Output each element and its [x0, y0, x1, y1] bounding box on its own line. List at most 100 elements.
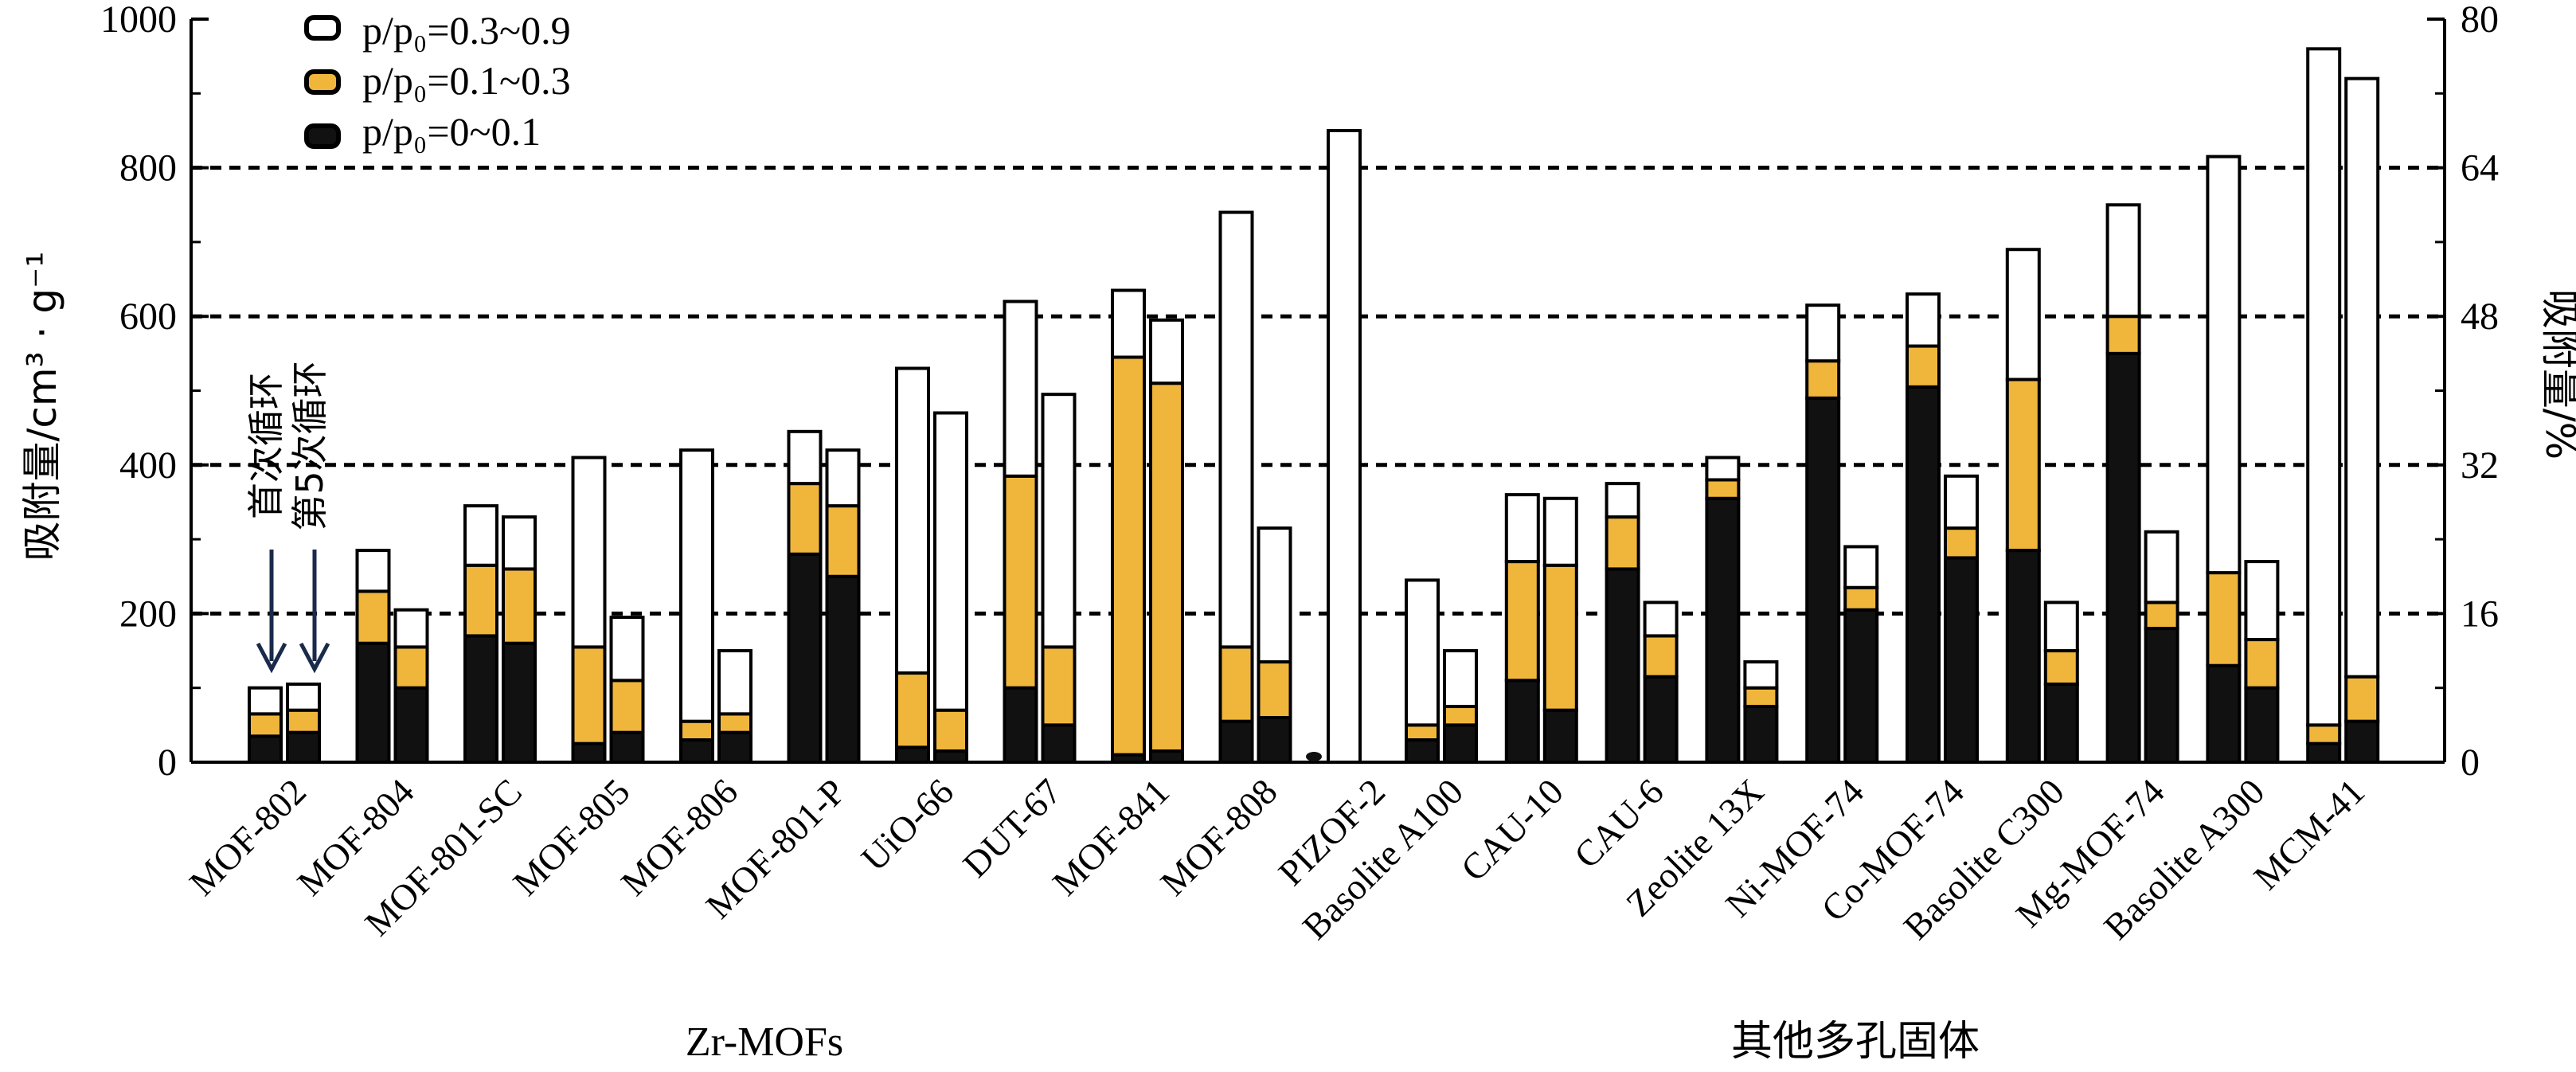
bar-mof-804-first-mid — [355, 589, 391, 645]
bar-mof-802-fifth-high — [286, 683, 321, 712]
bar-stack-mof-806-fifth — [717, 649, 752, 764]
bar-cau-6-first-mid — [1605, 515, 1640, 571]
legend-swatch-high — [304, 15, 341, 41]
bar-mof-808-first-mid — [1218, 645, 1254, 723]
bar-mcm-41-first-low — [2306, 741, 2342, 764]
bar-mof-808-first-low — [1218, 719, 1254, 764]
bar-stack-cau-10-fifth — [1542, 496, 1578, 764]
bar-mof-802-first-low — [248, 734, 283, 764]
bar-uio-66-fifth-mid — [933, 708, 968, 753]
bar-stack-pizof-2-first — [1327, 128, 1362, 764]
bar-mof-802-fifth-low — [286, 730, 321, 764]
bar-stack-mcm-41-fifth — [2344, 76, 2380, 764]
bar-mof-804-first-high — [355, 549, 391, 593]
group-label-zr-mofs: Zr-MOFs — [686, 1019, 843, 1065]
bar-mof-801-sc-fifth-low — [502, 641, 537, 764]
bar-mof-801-sc-first-low — [463, 634, 498, 765]
bar-stack-basolite-a300-fifth — [2244, 560, 2280, 765]
y-tick-label-right-64: 64 — [2461, 147, 2499, 190]
bar-zeolite-13x-fifth-mid — [1743, 686, 1779, 709]
bar-mof-805-first-low — [571, 741, 607, 764]
bar-stack-uio-66-first — [895, 366, 930, 765]
bar-uio-66-first-mid — [895, 671, 930, 749]
bar-cau-10-fifth-high — [1542, 496, 1578, 567]
bar-mof-804-fifth-high — [393, 608, 429, 649]
bar-uio-66-first-low — [895, 745, 930, 765]
bar-mof-801-p-fifth-high — [825, 448, 861, 508]
bar-mof-808-fifth-mid — [1257, 660, 1292, 720]
bar-mof-801-sc-first-high — [463, 504, 498, 567]
bar-basolite-a100-first-low — [1405, 738, 1440, 765]
bar-stack-mof-802-fifth — [286, 683, 321, 764]
bar-mof-802-fifth-mid — [286, 708, 321, 734]
bar-mof-804-fifth-low — [393, 686, 429, 765]
bar-stack-mg-mof-74-fifth — [2144, 530, 2179, 764]
bar-basolite-a300-fifth-low — [2244, 686, 2280, 765]
bar-stack-mof-808-first — [1218, 210, 1254, 764]
bar-dut-67-first-high — [1003, 299, 1038, 478]
bar-basolite-a100-fifth-mid — [1443, 705, 1478, 727]
bar-mg-mof-74-fifth-low — [2144, 627, 2179, 764]
legend-swatch-mid — [304, 69, 341, 95]
bar-mof-804-fifth-mid — [393, 645, 429, 690]
category-label-mof-802: MOF-802 — [182, 771, 314, 903]
bar-stack-mof-802-first — [248, 686, 283, 764]
bar-mof-841-first-mid — [1111, 355, 1146, 757]
bar-stack-ni-mof-74-first — [1805, 303, 1841, 764]
bar-mof-801-sc-fifth-mid — [502, 567, 537, 645]
bar-stack-dut-67-first — [1003, 299, 1038, 765]
y-tick-label-left-0: 0 — [158, 741, 177, 784]
bar-ni-mof-74-first-high — [1805, 303, 1841, 363]
bar-uio-66-fifth-low — [933, 749, 968, 765]
bar-stack-basolite-c300-fifth — [2043, 601, 2079, 764]
bar-stack-cau-10-first — [1504, 493, 1540, 764]
bar-zeolite-13x-fifth-high — [1743, 660, 1779, 690]
bar-stack-mcm-41-first — [2306, 47, 2342, 764]
bar-cau-10-fifth-low — [1542, 708, 1578, 764]
bar-mof-841-first-high — [1111, 288, 1146, 359]
bar-stack-co-mof-74-first — [1906, 292, 1941, 764]
bar-co-mof-74-first-low — [1906, 385, 1941, 764]
bar-mof-801-p-first-high — [787, 429, 823, 486]
bar-mof-806-fifth-low — [717, 730, 752, 764]
bar-stack-basolite-a100-first — [1405, 578, 1440, 765]
bar-dut-67-fifth-high — [1041, 393, 1077, 649]
bar-mof-841-fifth-high — [1149, 318, 1184, 385]
bar-mof-841-fifth-low — [1149, 749, 1184, 765]
bar-basolite-a100-first-high — [1405, 578, 1440, 727]
bar-stack-cau-6-first — [1605, 482, 1640, 764]
bar-cau-6-first-high — [1605, 482, 1640, 519]
legend-label-mid: p/p₀=0.1~0.3 — [362, 58, 571, 103]
bar-mof-808-fifth-low — [1257, 716, 1292, 765]
bar-co-mof-74-first-high — [1906, 292, 1941, 348]
bar-stack-mg-mof-74-first — [2105, 203, 2141, 765]
bar-basolite-c300-first-mid — [2005, 378, 2041, 553]
bar-mg-mof-74-fifth-high — [2144, 530, 2179, 604]
y-tick-label-left-1000: 1000 — [100, 0, 177, 41]
bar-mof-801-p-fifth-low — [825, 574, 861, 764]
bar-stack-basolite-a300-first — [2206, 155, 2242, 765]
bar-stack-cau-6-fifth — [1643, 601, 1679, 765]
bar-zeolite-13x-first-mid — [1705, 478, 1741, 500]
bar-basolite-a300-first-low — [2206, 663, 2242, 765]
bar-mcm-41-first-high — [2306, 47, 2342, 727]
bar-ni-mof-74-fifth-high — [1843, 545, 1879, 589]
y-tick-label-right-48: 48 — [2461, 295, 2499, 338]
bar-co-mof-74-fifth-mid — [1944, 526, 1979, 560]
bar-mof-801-p-first-low — [787, 552, 823, 764]
bar-dut-67-fifth-mid — [1041, 645, 1077, 727]
bar-mcm-41-first-mid — [2306, 723, 2342, 745]
bar-dut-67-fifth-low — [1041, 723, 1077, 764]
bar-stack-mof-841-first — [1111, 288, 1146, 764]
y-tick-label-right-32: 32 — [2461, 444, 2499, 487]
bar-basolite-a300-fifth-mid — [2244, 638, 2280, 690]
bar-stack-dut-67-fifth — [1041, 393, 1077, 764]
bar-mof-801-sc-first-mid — [463, 563, 498, 638]
bar-co-mof-74-fifth-high — [1944, 474, 1979, 530]
bar-mof-801-p-fifth-mid — [825, 504, 861, 578]
bar-mof-806-first-mid — [679, 719, 714, 742]
bar-cau-6-fifth-low — [1643, 675, 1679, 765]
bar-mg-mof-74-first-high — [2105, 203, 2141, 319]
bar-basolite-c300-fifth-mid — [2043, 649, 2079, 687]
